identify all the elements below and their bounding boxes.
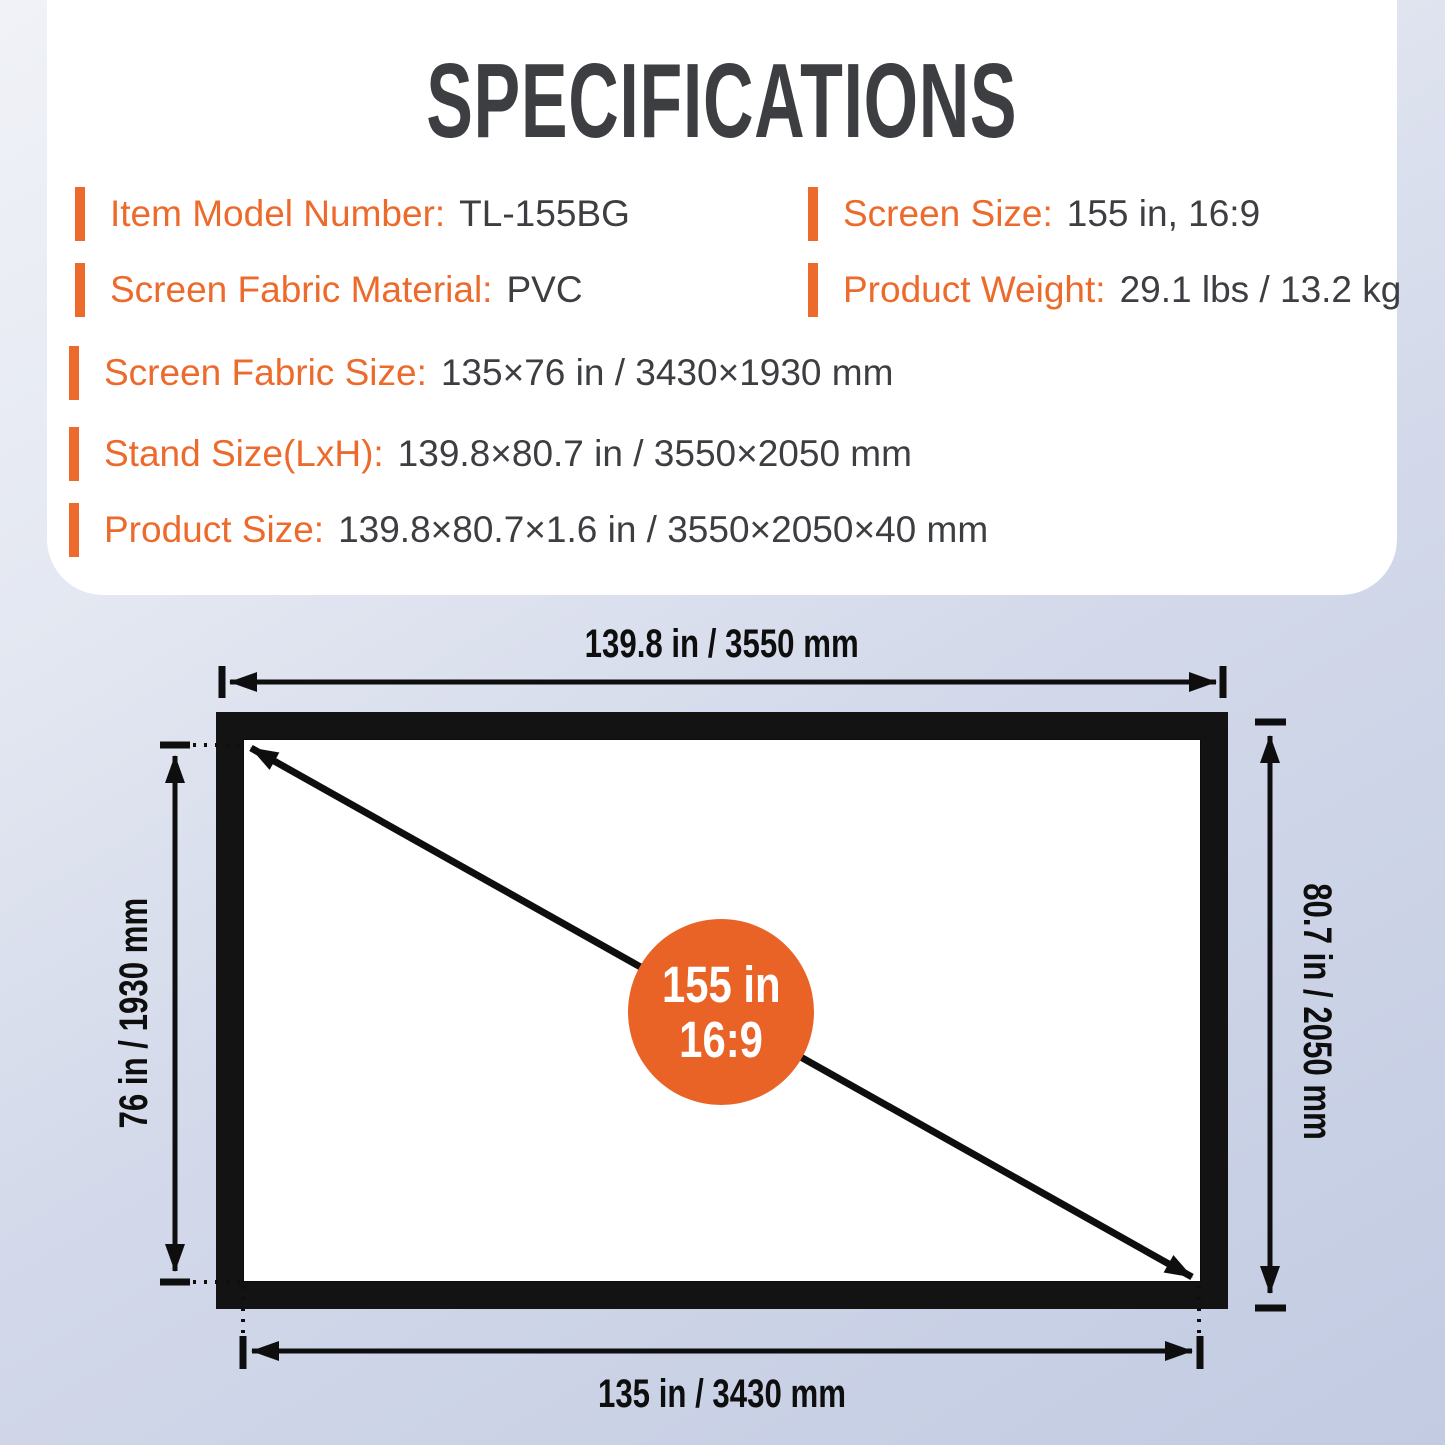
spec-value: 139.8×80.7 in / 3550×2050 mm: [397, 433, 912, 474]
accent-bar: [69, 503, 79, 557]
bottom-dimension-text: 135 in / 3430 mm: [597, 1372, 847, 1416]
bottom-dimension-label: 135 in / 3430 mm: [422, 1372, 1022, 1416]
accent-bar: [69, 346, 79, 400]
spec-row-stand-size: Stand Size(LxH): 139.8×80.7 in / 3550×20…: [69, 426, 912, 482]
spec-label: Item Model Number:: [110, 193, 446, 234]
spec-row-fabric-size: Screen Fabric Size: 135×76 in / 3430×193…: [69, 345, 893, 401]
accent-bar: [808, 263, 818, 317]
spec-value: 155 in, 16:9: [1066, 193, 1261, 234]
top-dimension-text: 139.8 in / 3550 mm: [584, 622, 860, 666]
spec-label: Screen Fabric Size:: [104, 352, 427, 393]
spec-label: Stand Size(LxH):: [104, 433, 384, 474]
spec-row-weight: Product Weight: 29.1 lbs / 13.2 kg: [808, 262, 1401, 318]
badge-size-text: 155 in: [661, 956, 781, 1013]
spec-card: SPECIFICATIONS Item Model Number: TL-155…: [47, 0, 1401, 595]
spec-row-fabric-material: Screen Fabric Material: PVC: [75, 262, 583, 318]
left-dimension-text: 76 in / 1930 mm: [112, 897, 156, 1129]
page-title: SPECIFICATIONS: [47, 48, 1397, 154]
spec-value: 29.1 lbs / 13.2 kg: [1119, 269, 1402, 310]
spec-value: 135×76 in / 3430×1930 mm: [440, 352, 894, 393]
accent-bar: [808, 187, 818, 241]
accent-bar: [75, 263, 85, 317]
right-dimension-text: 80.7 in / 2050 mm: [1295, 883, 1339, 1141]
left-dimension-label: 76 in / 1930 mm: [104, 763, 164, 1263]
badge-text: 155 in 16:9: [611, 909, 831, 1115]
spec-row-model: Item Model Number: TL-155BG: [75, 186, 630, 242]
spec-value: 139.8×80.7×1.6 in / 3550×2050×40 mm: [338, 509, 989, 550]
spec-row-product-size: Product Size: 139.8×80.7×1.6 in / 3550×2…: [69, 502, 988, 558]
spec-value: TL-155BG: [459, 193, 630, 234]
page-title-text: SPECIFICATIONS: [426, 42, 1018, 160]
spec-label: Screen Size:: [843, 193, 1053, 234]
accent-bar: [69, 427, 79, 481]
spec-label: Product Size:: [104, 509, 325, 550]
spec-label: Product Weight:: [843, 269, 1106, 310]
badge-ratio-text: 16:9: [679, 1011, 763, 1068]
top-dimension-label: 139.8 in / 3550 mm: [422, 622, 1022, 666]
spec-label: Screen Fabric Material:: [110, 269, 493, 310]
right-dimension-label: 80.7 in / 2050 mm: [1287, 762, 1347, 1262]
spec-value: PVC: [506, 269, 583, 310]
accent-bar: [75, 187, 85, 241]
spec-row-screen-size: Screen Size: 155 in, 16:9: [808, 186, 1260, 242]
